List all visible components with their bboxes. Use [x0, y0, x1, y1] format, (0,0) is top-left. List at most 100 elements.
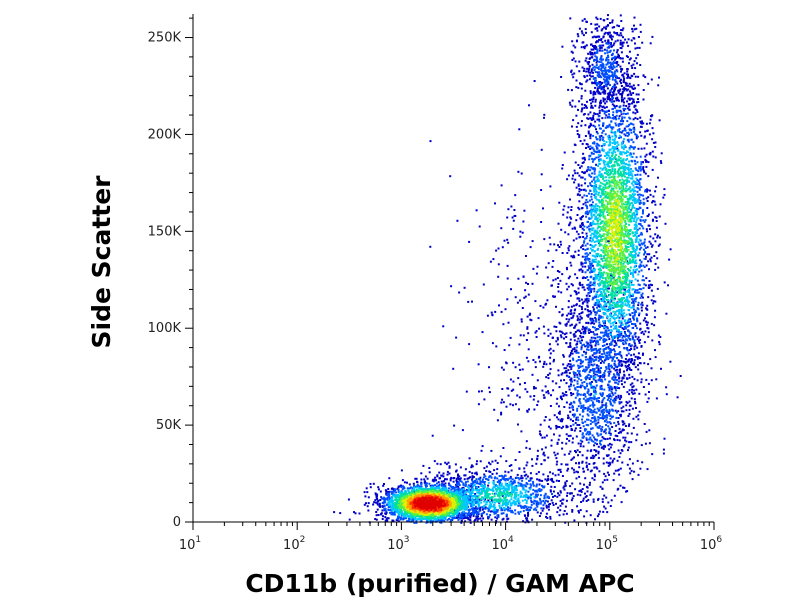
density-point: [621, 383, 623, 386]
density-point: [679, 375, 682, 377]
density-point: [482, 517, 485, 520]
density-point: [640, 216, 643, 218]
density-point: [540, 500, 543, 503]
density-point: [639, 296, 642, 299]
density-point: [649, 258, 652, 261]
density-point: [639, 222, 642, 225]
density-point: [576, 129, 579, 132]
density-point: [456, 480, 459, 483]
density-point: [631, 335, 634, 338]
density-point: [584, 59, 587, 62]
density-point: [570, 255, 573, 258]
density-point: [583, 194, 586, 197]
density-point: [642, 210, 644, 213]
density-point: [616, 96, 619, 99]
density-point: [616, 333, 619, 336]
density-point: [576, 416, 579, 419]
density-point: [619, 452, 622, 455]
density-point: [533, 387, 535, 390]
density-point: [441, 485, 444, 487]
density-point: [625, 342, 628, 345]
density-point: [585, 105, 588, 108]
density-point: [429, 245, 432, 248]
density-point: [590, 98, 593, 101]
density-point: [584, 330, 587, 333]
density-point: [627, 84, 629, 87]
density-point: [549, 356, 552, 359]
density-point: [663, 193, 666, 196]
density-point: [487, 517, 490, 520]
density-point: [537, 489, 540, 492]
density-point: [650, 256, 653, 259]
density-point: [590, 469, 593, 472]
density-point: [592, 309, 595, 312]
density-point: [596, 336, 599, 339]
density-point: [640, 331, 643, 334]
density-point: [525, 517, 528, 520]
density-point: [496, 517, 499, 520]
density-point: [575, 65, 578, 68]
density-point: [518, 396, 521, 399]
density-point: [633, 130, 635, 133]
density-point: [469, 476, 472, 479]
density-point: [524, 505, 527, 508]
density-point: [583, 76, 586, 79]
density-point: [576, 172, 579, 175]
density-point: [645, 142, 648, 145]
density-point: [604, 69, 607, 72]
density-point: [614, 469, 617, 472]
density-point: [577, 35, 580, 38]
density-point: [591, 172, 594, 175]
density-point: [637, 75, 640, 78]
density-point: [588, 377, 591, 380]
density-point: [629, 77, 632, 80]
density-point: [478, 390, 480, 393]
density-point: [616, 357, 618, 359]
density-point: [571, 99, 574, 102]
density-point: [601, 331, 604, 334]
density-point: [559, 490, 562, 493]
density-point: [555, 249, 558, 252]
density-point: [640, 309, 643, 312]
density-point: [575, 125, 578, 128]
density-point: [378, 502, 381, 505]
density-point: [585, 366, 587, 369]
density-point: [569, 338, 572, 341]
density-point: [600, 29, 603, 32]
density-point: [626, 107, 629, 110]
density-point: [602, 350, 605, 353]
density-point: [580, 332, 582, 335]
density-point: [585, 344, 588, 347]
density-point: [460, 520, 463, 522]
density-point: [594, 475, 596, 478]
density-point: [569, 310, 572, 313]
density-point: [466, 477, 469, 480]
density-point: [514, 403, 517, 406]
density-point: [581, 418, 583, 421]
density-point: [606, 354, 609, 357]
density-point: [617, 117, 620, 120]
density-point: [625, 125, 628, 128]
density-point: [465, 390, 468, 393]
density-point: [656, 236, 659, 239]
density-point: [576, 392, 579, 395]
density-point: [601, 376, 604, 378]
density-point: [572, 420, 574, 422]
density-point: [528, 313, 531, 316]
density-point: [645, 378, 648, 381]
density-point: [634, 75, 637, 78]
density-point: [511, 511, 514, 514]
density-point: [643, 279, 645, 282]
density-point: [420, 478, 423, 481]
density-point: [568, 452, 571, 455]
density-point: [534, 300, 537, 303]
density-point: [586, 430, 589, 433]
density-point: [589, 375, 592, 377]
density-point: [572, 364, 575, 367]
density-point: [633, 28, 636, 31]
density-point: [577, 454, 579, 457]
density-point: [615, 381, 618, 384]
density-point: [420, 472, 423, 475]
density-point: [626, 70, 629, 73]
density-point: [470, 486, 473, 489]
